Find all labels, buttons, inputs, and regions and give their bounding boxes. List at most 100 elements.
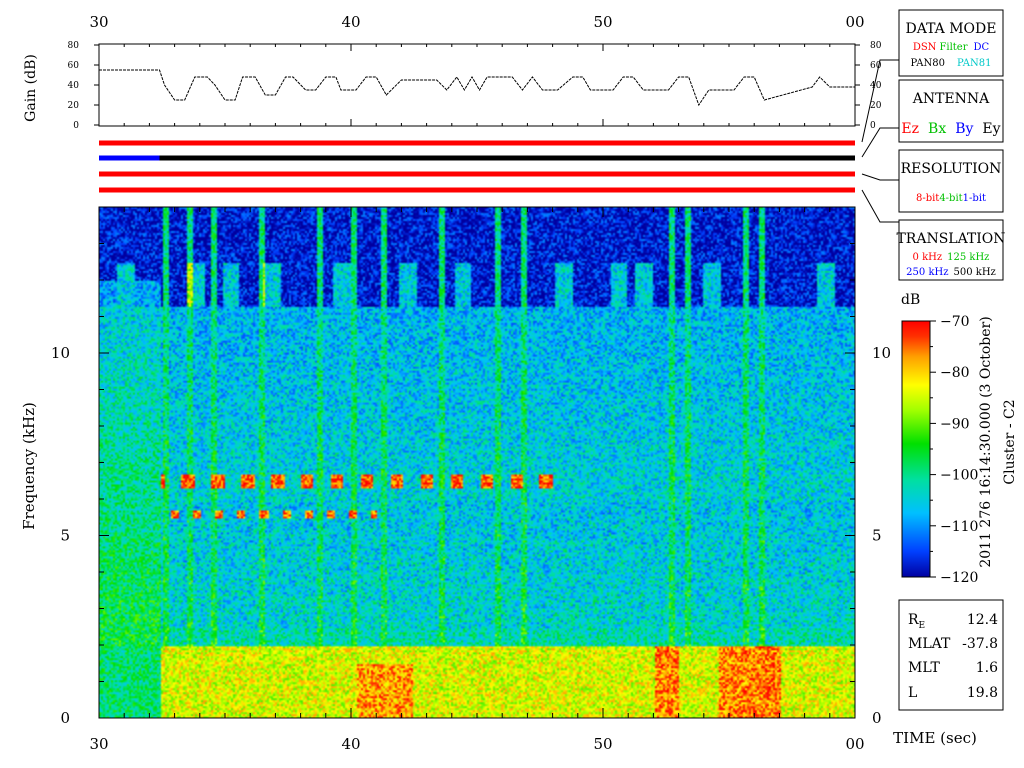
spectrogram-y-tick-label-right: 10: [872, 344, 891, 362]
legend-250khz: 250 kHz: [906, 267, 948, 278]
colorbar-label: dB: [901, 292, 920, 308]
gain-y-tick-label-right: 40: [870, 81, 882, 91]
colorbar-tick-label: −120: [940, 570, 978, 586]
legend-1bit: 1-bit: [963, 193, 986, 204]
legend-antenna-box: [898, 79, 1004, 143]
legend-translation-row2: 250 kHz 500 kHz: [906, 267, 996, 278]
legend-dc: DC: [974, 42, 990, 53]
legend-resolution: RESOLUTION 8-bit4-bit1-bit: [898, 149, 1004, 213]
timestamp-label: 2011 276 16:14:30.000 (3 October) Cluste…: [978, 316, 1018, 567]
spectrogram-y-tick-label: 10: [51, 344, 70, 362]
colorbar-tick-label: −70: [940, 314, 970, 330]
gain-x-ticks: 30 40 50 00: [89, 13, 865, 126]
timestamp-line: 2011 276 16:14:30.000 (3 October): [978, 316, 994, 567]
spectrogram-y-ticks: 0 0 5 5 10 10: [51, 243, 891, 727]
spectrogram-y-tick-label-right: 0: [872, 709, 882, 727]
legend-pan81: PAN81: [957, 58, 992, 69]
leader-translation: [861, 189, 899, 223]
gain-y-tick-label: 20: [68, 101, 80, 111]
legend-antenna: ANTENNA Ez Bx By Ey: [898, 79, 1004, 143]
status-bars: [99, 140, 855, 193]
mlt-value: 1.6: [976, 660, 998, 676]
legend-dsn: DSN: [913, 42, 937, 53]
spectrogram-y-tick-label-right: 5: [872, 527, 882, 545]
legend-data-mode-title: DATA MODE: [906, 21, 997, 37]
legend-translation-title: TRANSLATION: [896, 231, 1005, 247]
re-label: RE: [908, 612, 925, 631]
legend-by: By: [955, 121, 973, 137]
l-value: 19.8: [967, 685, 998, 701]
spacecraft-line: Cluster - C2: [1002, 399, 1018, 484]
status-bar-prefix: [99, 155, 160, 161]
spectrogram-x-tick-label: 00: [845, 735, 864, 753]
spectrogram-x-ticks: 30 40 50 00: [89, 207, 865, 753]
gain-x-tick-label: 00: [845, 13, 864, 31]
legend-antenna-row1: Ez Bx By Ey: [901, 121, 1000, 137]
gain-y-tick-label: 60: [68, 61, 80, 71]
legend-ey: Ey: [982, 121, 1000, 137]
gain-y-ticks: 0 0 20 20 40 40 60 60 80 80: [68, 41, 882, 131]
legend-data-mode-box: [898, 9, 1004, 77]
legend-antenna-title: ANTENNA: [912, 91, 990, 107]
legend-8bit: 8-bit: [916, 193, 939, 204]
gain-x-tick-label: 40: [341, 13, 360, 31]
re-value: 12.4: [967, 612, 998, 628]
colorbar-ticks: −70 −80 −90 −100 −110 −120: [930, 314, 978, 586]
legend-translation-box: [898, 219, 1004, 281]
legend-0khz: 0 kHz: [913, 252, 943, 263]
legend-500khz: 500 kHz: [954, 267, 996, 278]
status-bar: [99, 155, 855, 161]
status-bar: [99, 140, 855, 146]
status-bar: [99, 187, 855, 193]
frequency-axis-label: Frequency (kHz): [20, 402, 38, 530]
legend-resolution-title: RESOLUTION: [901, 161, 1002, 177]
colorbar-tick-label: −110: [940, 519, 978, 535]
gain-series-line: [99, 69, 855, 107]
legend-data-mode-row1: DSN Filter DC: [913, 42, 990, 53]
spectrogram-panel: 30 40 50 00 0 05 510 10 Frequency (kHz) TIME (…: [20, 206, 977, 753]
legend-leader-lines: [861, 59, 899, 223]
legend-ez: Ez: [901, 121, 919, 137]
legend-4bit: 4-bit: [939, 193, 962, 204]
spectrogram-image: [99, 207, 855, 718]
gain-y-tick-label-right: 0: [870, 121, 876, 131]
spectrogram-x-tick-label: 50: [593, 735, 612, 753]
status-bar: [99, 171, 855, 177]
leader-antenna: [861, 127, 899, 158]
legend-resolution-row1: 8-bit4-bit1-bit: [916, 193, 986, 204]
leader-resolution: [861, 173, 899, 181]
gain-y-tick-label: 0: [73, 121, 79, 131]
gain-y-tick-label-right: 60: [870, 61, 882, 71]
legend-data-mode-row2: PAN80 PAN81: [910, 58, 991, 69]
gain-x-tick-label: 30: [89, 13, 108, 31]
spectrogram-x-tick-label: 40: [341, 735, 360, 753]
time-axis-label: TIME (sec): [893, 729, 977, 747]
gain-x-tick-label: 50: [593, 13, 612, 31]
legend-filter: Filter: [939, 42, 967, 53]
colorbar-tick-label: −90: [940, 416, 970, 432]
leader-data-mode: [861, 59, 899, 143]
l-label: L: [908, 685, 917, 701]
gain-y-tick-label: 80: [68, 41, 80, 51]
legend-resolution-box: [898, 149, 1004, 213]
legend-translation-row1: 0 kHz 125 kHz: [913, 252, 990, 263]
mlat-value: -37.8: [962, 636, 998, 652]
spectrogram-x-tick-label: 30: [89, 735, 108, 753]
gain-y-tick-label: 40: [68, 81, 80, 91]
gain-axis-label: Gain (dB): [23, 54, 39, 122]
spectrogram-y-tick-label: 0: [60, 709, 70, 727]
mlt-label: MLT: [908, 660, 940, 676]
colorbar-tick-label: −80: [940, 365, 970, 381]
legend-pan80: PAN80: [910, 58, 945, 69]
orbit-params: RE 12.4 MLAT -37.8 MLT 1.6 L 19.8: [898, 599, 1004, 711]
legend-bx: Bx: [928, 121, 946, 137]
legend-translation: TRANSLATION 0 kHz 125 kHz 250 kHz 500 kHz: [896, 219, 1006, 281]
colorbar: dB −70 −80 −90 −100 −110 −120: [901, 292, 978, 586]
gain-y-tick-label-right: 20: [870, 101, 882, 111]
gain-y-tick-label-right: 80: [870, 41, 882, 51]
legend-data-mode: DATA MODE DSN Filter DC PAN80 PAN81: [898, 9, 1004, 77]
spectrogram-y-tick-label: 5: [60, 527, 70, 545]
colorbar-tick-label: −100: [940, 468, 978, 484]
